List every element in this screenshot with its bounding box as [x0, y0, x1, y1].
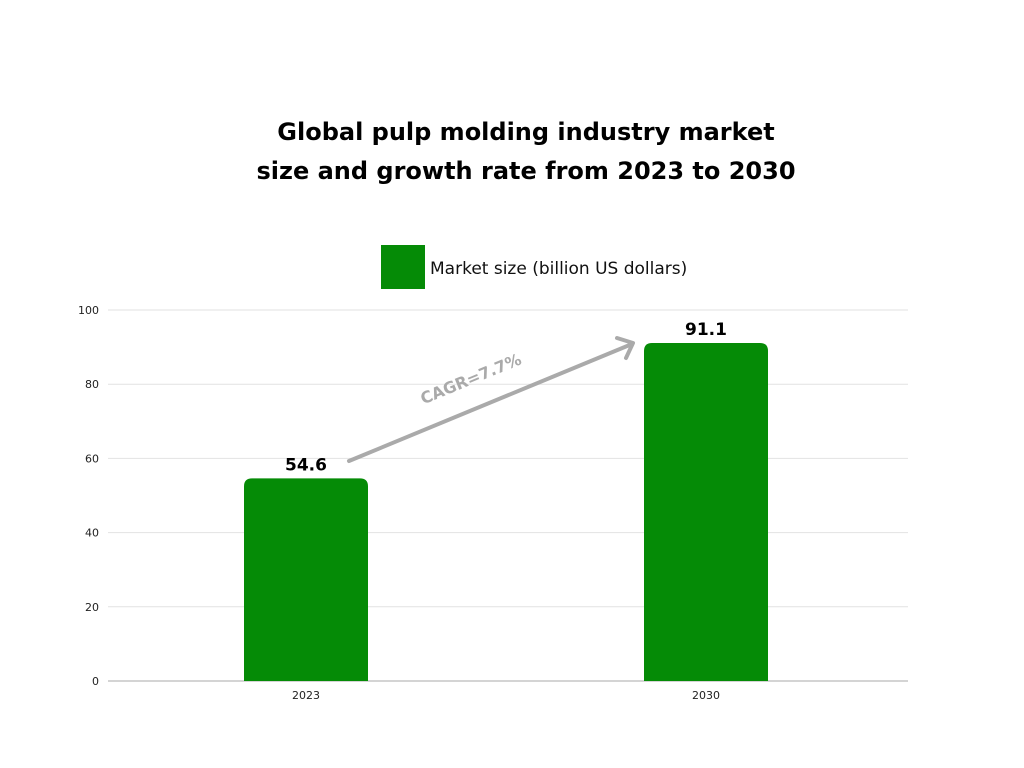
bar-2023 [244, 478, 368, 681]
data-label: 91.1 [685, 320, 727, 340]
cagr-annotation: CAGR=7.7% [347, 336, 635, 463]
bar-2030 [644, 343, 768, 681]
x-tick-label: 2030 [692, 689, 720, 702]
y-tick-label: 80 [85, 378, 99, 391]
x-tick-label: 2023 [292, 689, 320, 702]
chart-title-line-2: size and growth rate from 2023 to 2030 [256, 157, 795, 185]
data-label: 54.6 [285, 455, 327, 475]
y-tick-label: 100 [78, 304, 99, 317]
cagr-arrow-head-icon [615, 336, 635, 360]
chart-title-line-1: Global pulp molding industry market [277, 118, 774, 146]
y-tick-label: 0 [92, 675, 99, 688]
y-tick-label: 40 [85, 527, 99, 540]
legend-label: Market size (billion US dollars) [430, 259, 687, 279]
legend-swatch [381, 245, 425, 289]
y-tick-label: 60 [85, 452, 99, 465]
cagr-arrow-line [347, 342, 634, 463]
y-tick-label: 20 [85, 601, 99, 614]
cagr-label: CAGR=7.7% [418, 350, 524, 409]
